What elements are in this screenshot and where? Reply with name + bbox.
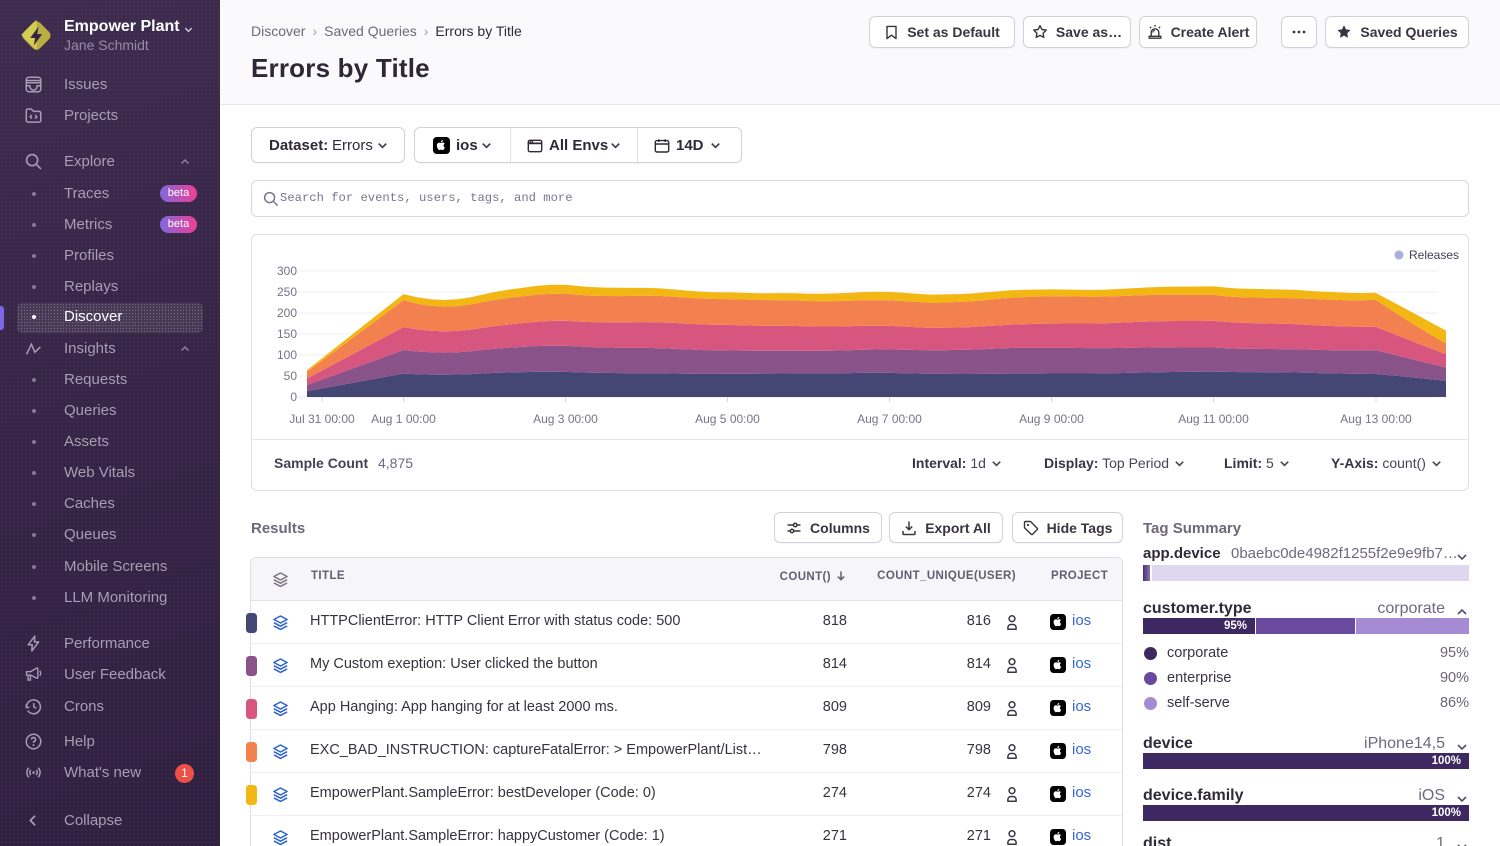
svg-text:Aug 13 00:00: Aug 13 00:00 <box>1340 412 1412 426</box>
svg-text:300: 300 <box>277 264 297 278</box>
svg-text:Aug 5 00:00: Aug 5 00:00 <box>695 412 760 426</box>
svg-text:150: 150 <box>277 327 297 341</box>
svg-text:Aug 9 00:00: Aug 9 00:00 <box>1019 412 1084 426</box>
svg-text:0: 0 <box>290 390 297 404</box>
svg-text:Aug 3 00:00: Aug 3 00:00 <box>533 412 598 426</box>
svg-text:Aug 7 00:00: Aug 7 00:00 <box>857 412 922 426</box>
svg-text:Aug 1 00:00: Aug 1 00:00 <box>371 412 436 426</box>
svg-text:200: 200 <box>277 306 297 320</box>
svg-text:50: 50 <box>284 369 298 383</box>
svg-text:Releases: Releases <box>1409 248 1459 262</box>
svg-text:100: 100 <box>277 348 297 362</box>
svg-text:250: 250 <box>277 285 297 299</box>
svg-text:Jul 31 00:00: Jul 31 00:00 <box>289 412 355 426</box>
svg-text:Aug 11 00:00: Aug 11 00:00 <box>1178 412 1249 426</box>
